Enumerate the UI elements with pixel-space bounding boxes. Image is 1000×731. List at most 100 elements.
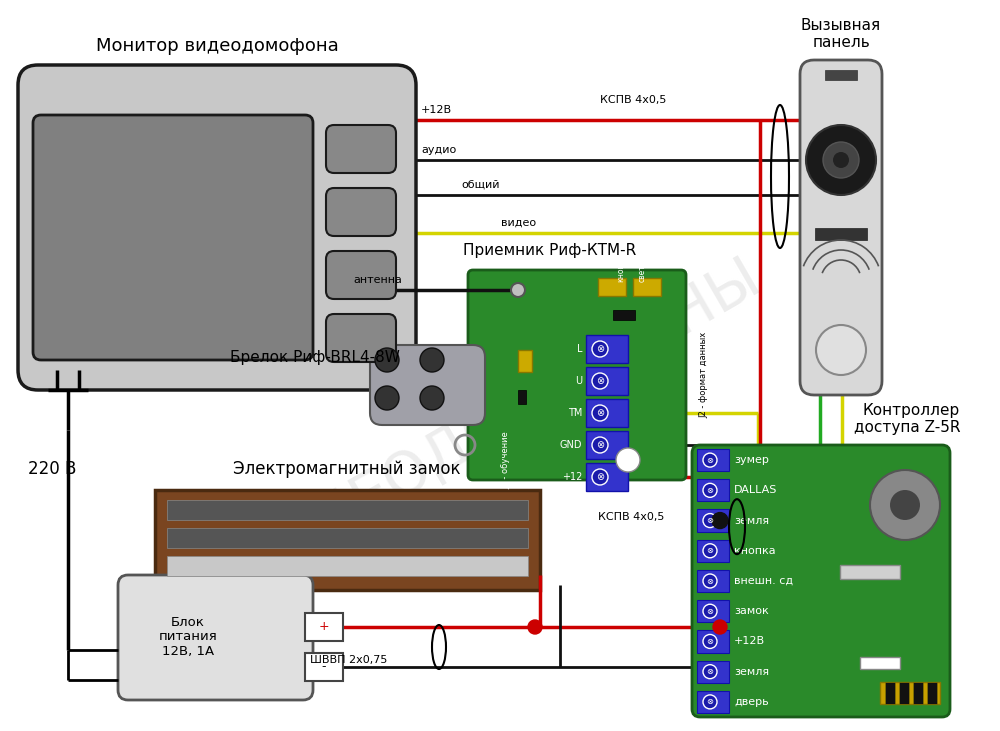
Text: ⊗: ⊗ [596,408,604,418]
Text: КСПВ 4х0,5: КСПВ 4х0,5 [600,95,666,105]
Text: зумер: зумер [734,455,769,465]
Bar [167,500,528,520]
Bar [167,556,528,576]
FancyBboxPatch shape [326,188,396,236]
Text: ⊗: ⊗ [706,516,714,525]
Text: светодиод: светодиод [638,240,647,282]
Text: земля: земля [734,667,769,677]
Bar [697,449,729,471]
FancyBboxPatch shape [118,575,313,700]
Text: +12: +12 [562,472,582,482]
Bar [305,653,343,681]
Bar [840,565,900,579]
Circle shape [528,620,542,634]
Circle shape [592,405,608,421]
Text: ⊗: ⊗ [706,546,714,556]
Bar [860,657,900,669]
Text: ШВВП 2х0,75: ШВВП 2х0,75 [310,655,387,665]
Bar [697,510,729,531]
Circle shape [816,325,866,375]
Circle shape [703,574,717,588]
FancyBboxPatch shape [326,314,396,362]
Circle shape [703,695,717,709]
FancyBboxPatch shape [370,345,485,425]
FancyBboxPatch shape [326,251,396,299]
Circle shape [592,469,608,485]
FancyBboxPatch shape [800,60,882,395]
Text: ⊗: ⊗ [706,667,714,676]
Text: ⊗: ⊗ [596,472,604,482]
Circle shape [420,348,444,372]
Circle shape [713,620,727,634]
Text: -: - [322,661,326,673]
Text: ⊗: ⊗ [596,344,604,354]
Circle shape [592,437,608,453]
Circle shape [616,448,640,472]
Text: общий: общий [461,180,500,190]
Text: замок: замок [734,606,769,616]
Circle shape [703,664,717,678]
Bar [633,278,661,296]
Text: КСПВ 4х0,5: КСПВ 4х0,5 [598,512,664,522]
Bar [913,682,923,704]
Text: Монитор видеодомофона: Монитор видеодомофона [96,37,338,55]
Text: ⊗: ⊗ [706,455,714,465]
Circle shape [703,544,717,558]
Circle shape [703,635,717,648]
Bar [697,630,729,653]
Circle shape [375,386,399,410]
Text: внешн. сд: внешн. сд [734,576,793,586]
Bar [586,399,628,427]
Text: ВИДЕОДОМОФОНЫ: ВИДЕОДОМОФОНЫ [230,247,770,593]
Text: антенна: антенна [353,275,402,285]
Bar [697,691,729,713]
Circle shape [806,125,876,195]
Text: ⊗: ⊗ [706,637,714,646]
Bar [155,490,540,590]
Bar [885,682,895,704]
Text: ⊗: ⊗ [596,376,604,386]
Bar [927,682,937,704]
Text: J2 - формат данных: J2 - формат данных [700,332,708,418]
Circle shape [511,283,525,297]
Text: Приемник Риф-КТМ-R: Приемник Риф-КТМ-R [463,243,636,258]
FancyBboxPatch shape [326,125,396,173]
Circle shape [870,470,940,540]
Text: Брелок Риф-BRL4-8W: Брелок Риф-BRL4-8W [230,350,400,365]
Text: Электромагнитный замок: Электромагнитный замок [233,460,461,478]
Bar [899,682,909,704]
Bar [613,310,635,320]
FancyBboxPatch shape [33,115,313,360]
Circle shape [890,490,920,520]
FancyBboxPatch shape [468,270,686,480]
Bar [586,431,628,459]
Bar [880,682,940,704]
Bar [518,350,532,372]
Text: +12В: +12В [421,105,452,115]
Text: Вызывная
панель: Вызывная панель [801,18,881,50]
Text: аудио: аудио [421,145,456,155]
Text: +12В: +12В [734,637,765,646]
Text: 220 В: 220 В [28,460,76,478]
Text: Контроллер
доступа Z-5R: Контроллер доступа Z-5R [854,403,960,435]
Text: U: U [575,376,582,386]
Text: земля: земля [734,515,769,526]
Bar [518,390,526,404]
Bar [697,480,729,501]
Text: дверь: дверь [734,697,769,707]
Text: ⊗: ⊗ [596,440,604,450]
Text: Блок
питания
12В, 1А: Блок питания 12В, 1А [159,616,217,659]
Text: DALLAS: DALLAS [734,485,777,496]
Text: кнопка: кнопка [616,253,625,282]
FancyBboxPatch shape [692,445,950,717]
Bar [697,600,729,622]
Text: +: + [319,621,329,634]
Bar [586,463,628,491]
Circle shape [703,483,717,497]
Bar [167,528,528,548]
Text: кнопка: кнопка [734,546,776,556]
Circle shape [833,152,849,168]
Bar [586,335,628,363]
Circle shape [592,341,608,357]
Circle shape [712,512,728,529]
